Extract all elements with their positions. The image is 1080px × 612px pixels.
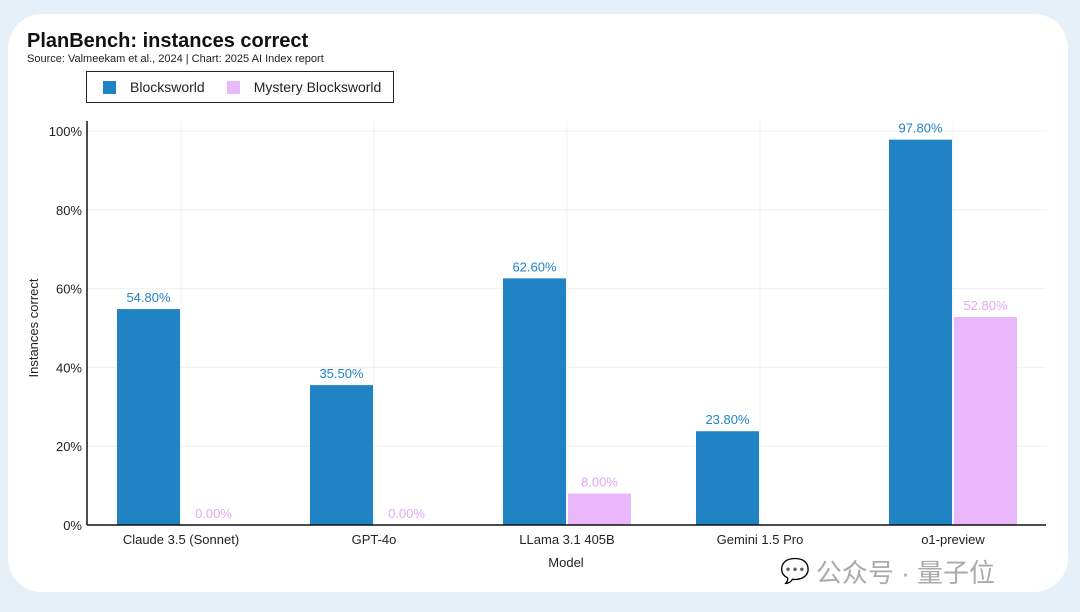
legend-swatch-mystery <box>226 80 240 94</box>
bar-mystery <box>568 493 631 525</box>
x-tick-label: o1-preview <box>921 532 985 547</box>
y-tick-label: 40% <box>56 360 82 375</box>
legend-swatch-blocksworld <box>103 80 116 94</box>
bar-mystery <box>954 316 1017 525</box>
bar-blocksworld <box>310 385 373 525</box>
legend-label-blocksworld: Blocksworld <box>130 79 205 95</box>
data-label: 52.80% <box>963 298 1008 313</box>
data-label: 23.80% <box>705 412 750 427</box>
x-tick-label: Gemini 1.5 Pro <box>717 532 804 547</box>
x-axis-title: Model <box>548 555 584 570</box>
chart-title: PlanBench: instances correct <box>27 30 309 52</box>
data-label: 35.50% <box>319 366 364 381</box>
x-tick-label: LLama 3.1 405B <box>519 532 614 547</box>
chart-subtitle: Source: Valmeekam et al., 2024 | Chart: … <box>27 53 324 65</box>
legend: Blocksworld Mystery Blocksworld <box>86 71 394 103</box>
data-label: 62.60% <box>512 259 557 274</box>
watermark: 💬 公众号 · 量子位 <box>780 553 995 590</box>
x-tick-label: Claude 3.5 (Sonnet) <box>123 532 239 547</box>
watermark-text: 公众号 · 量子位 <box>815 558 995 588</box>
y-tick-label: 80% <box>56 203 82 218</box>
legend-label-mystery: Mystery Blocksworld <box>253 79 382 95</box>
y-tick-label: 60% <box>56 282 82 297</box>
y-tick-label: 100% <box>49 124 83 139</box>
data-label: 97.80% <box>898 121 943 136</box>
data-label: 0.00% <box>195 506 232 521</box>
y-axis-title: Instances correct <box>26 278 41 377</box>
bar-blocksworld <box>503 278 566 525</box>
bar-blocksworld <box>696 431 759 525</box>
y-tick-label: 20% <box>56 439 82 454</box>
wechat-icon: 💬 <box>780 558 810 585</box>
y-tick-label: 0% <box>63 518 82 533</box>
bar-blocksworld <box>117 309 180 525</box>
data-label: 54.80% <box>126 290 171 305</box>
data-label: 0.00% <box>388 506 425 521</box>
data-label: 8.00% <box>581 474 618 489</box>
x-tick-label: GPT-4o <box>352 532 397 547</box>
bar-blocksworld <box>889 139 952 525</box>
